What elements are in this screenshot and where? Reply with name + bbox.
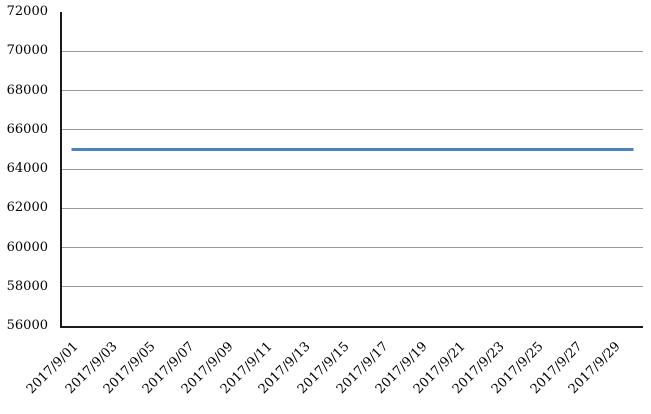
y-axis-tick-label: 66000 xyxy=(6,121,48,137)
gridline xyxy=(62,50,643,52)
gridline xyxy=(62,207,643,209)
y-axis-tick-label: 58000 xyxy=(6,278,48,294)
gridline xyxy=(62,286,643,288)
gridline xyxy=(62,90,643,91)
y-axis-tick-label: 70000 xyxy=(6,43,48,59)
x-axis-line xyxy=(60,326,643,328)
gridline xyxy=(62,247,643,248)
y-axis-tick-label: 62000 xyxy=(6,200,48,216)
gridline xyxy=(62,168,643,170)
y-axis-tick-label: 72000 xyxy=(6,4,48,19)
gridline xyxy=(62,129,643,131)
y-axis-tick-label: 68000 xyxy=(6,82,48,98)
y-axis-line xyxy=(60,12,62,328)
y-axis-tick-label: 60000 xyxy=(6,239,48,255)
y-axis-tick-label: 64000 xyxy=(6,161,48,176)
y-axis-tick-label: 56000 xyxy=(6,318,48,333)
